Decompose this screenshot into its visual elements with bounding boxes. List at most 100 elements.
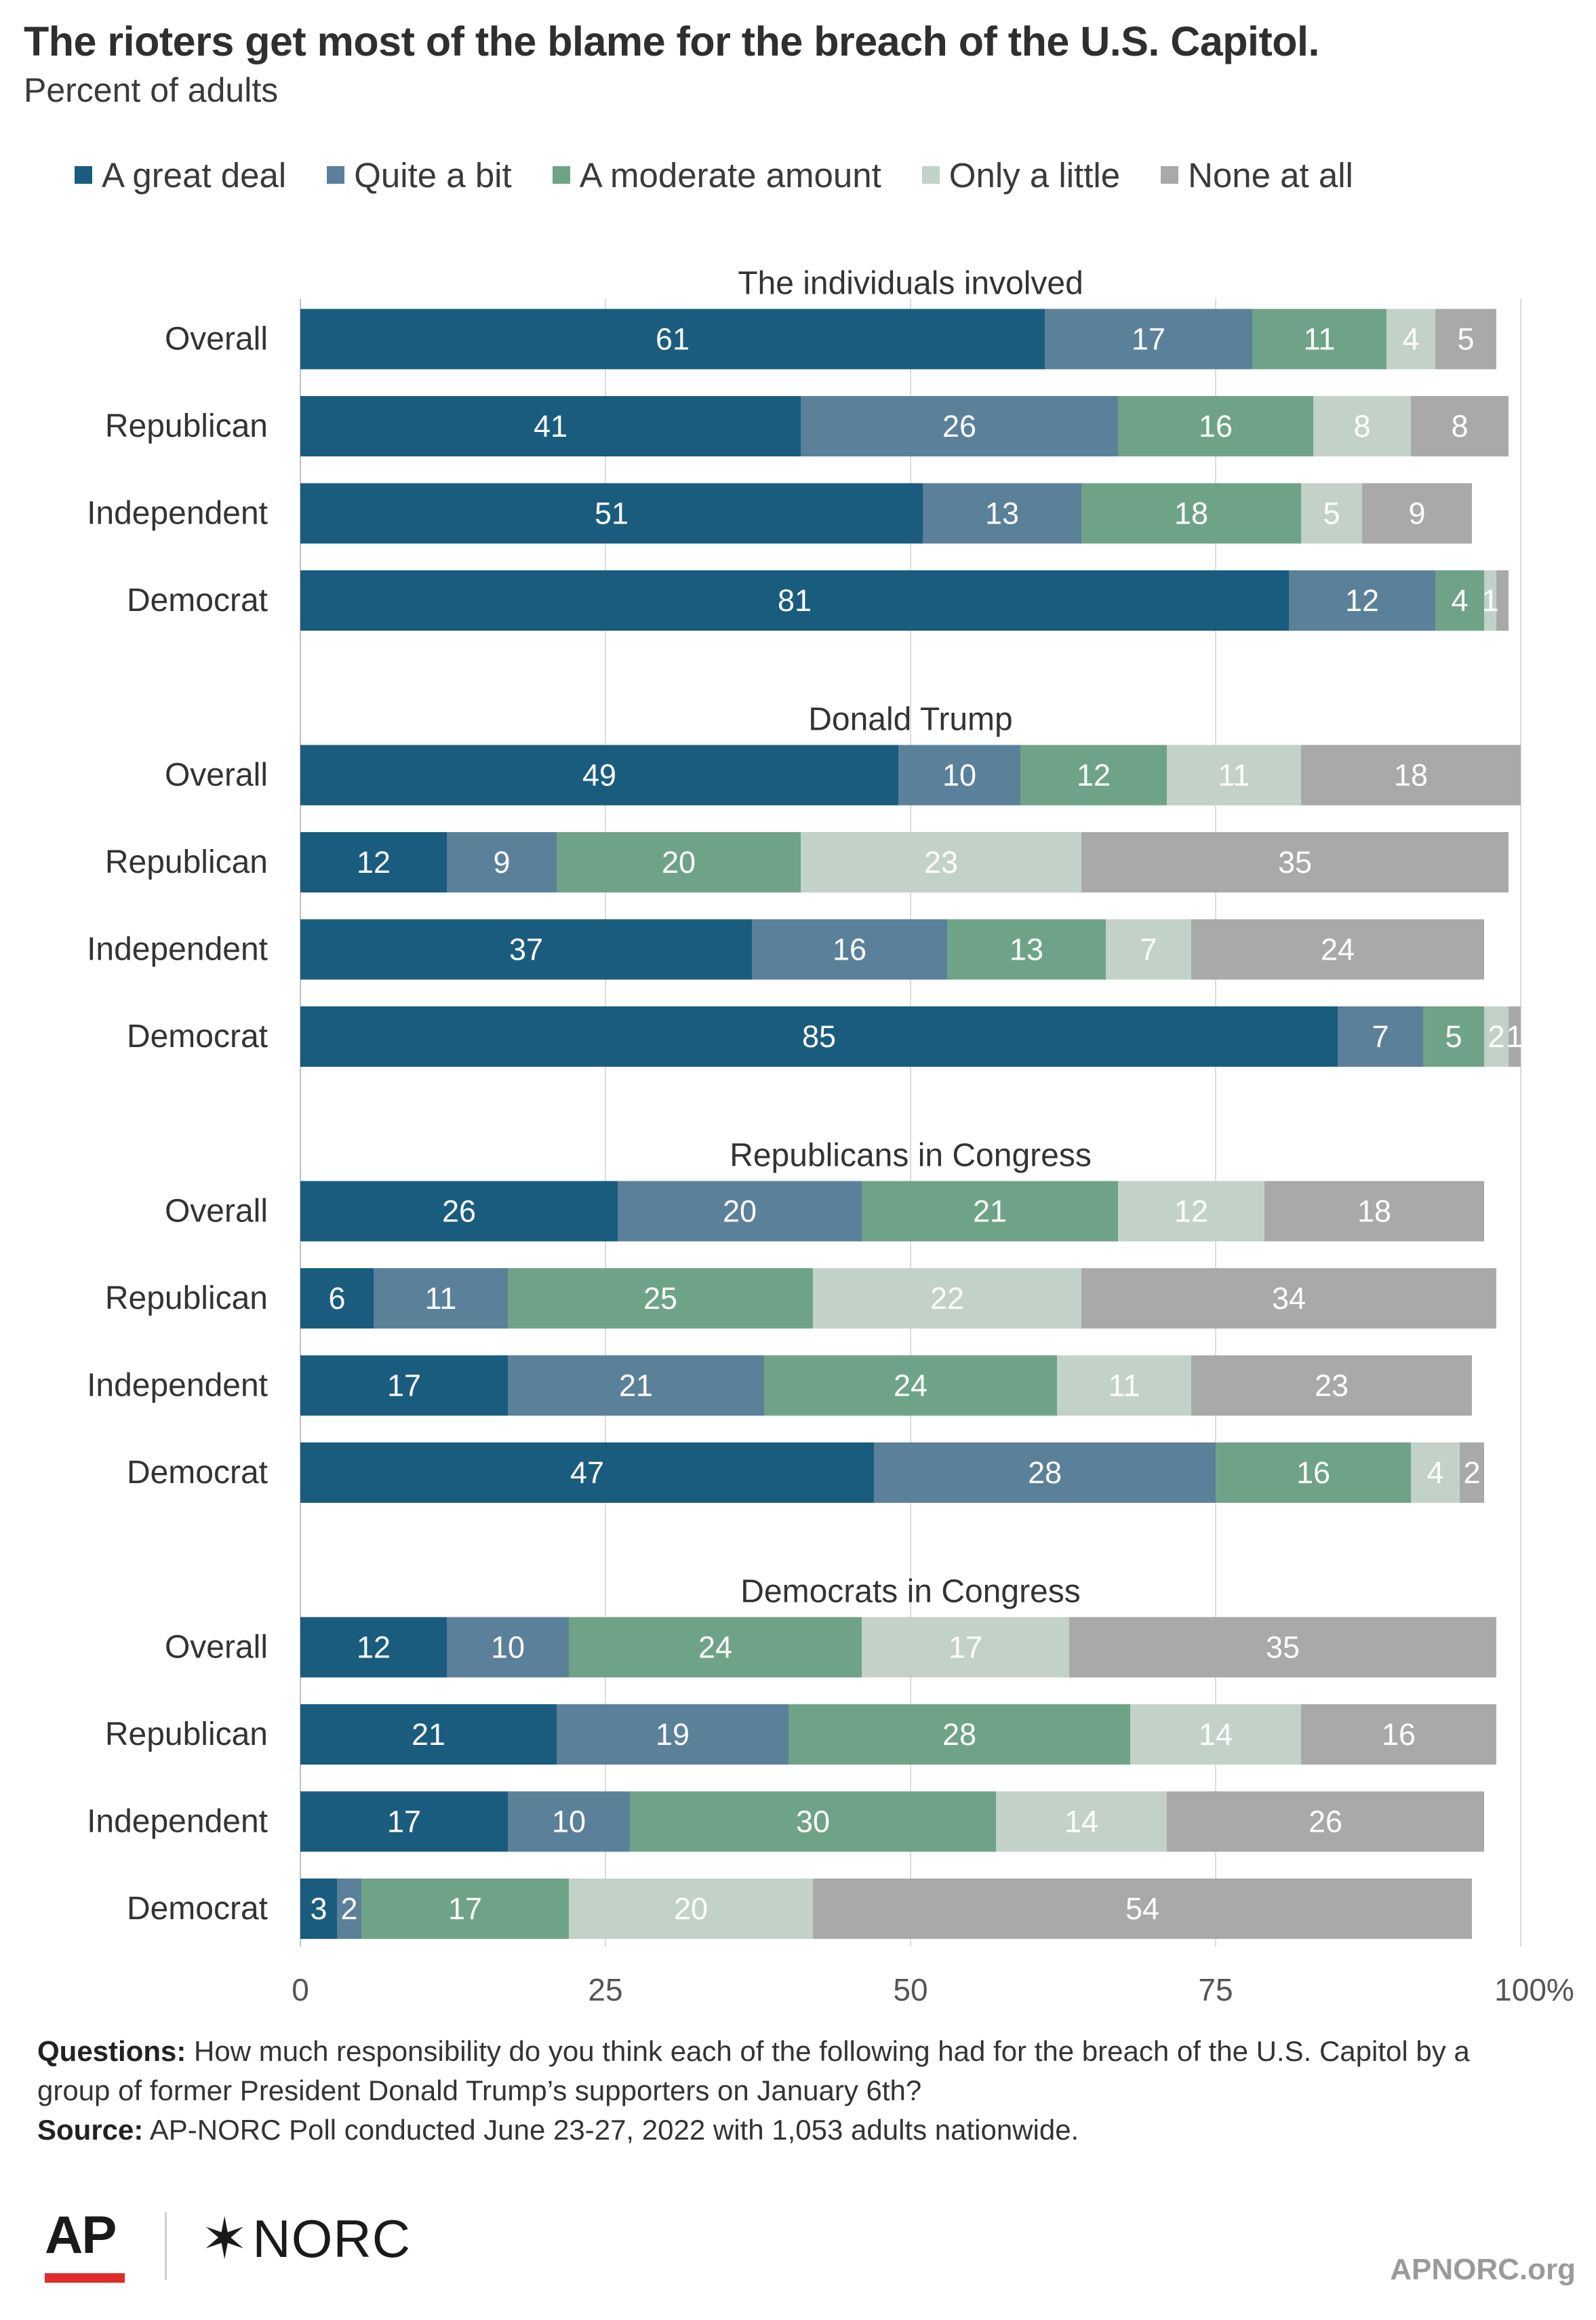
row-label: Democrat xyxy=(127,1019,268,1055)
source-note: Source: AP-NORC Poll conducted June 23-2… xyxy=(37,2110,1529,2150)
norc-logo: ✶ NORC xyxy=(201,2205,411,2272)
row-label: Overall xyxy=(165,321,268,357)
data-label: 26 xyxy=(942,409,976,444)
group-title: Donald Trump xyxy=(808,702,1012,738)
bar-segment xyxy=(447,832,557,892)
data-label: 30 xyxy=(796,1805,830,1839)
x-tick-label: 50 xyxy=(893,1972,927,2007)
legend-item: Quite a bit xyxy=(327,155,512,195)
bar-segment xyxy=(300,1355,508,1416)
data-label: 49 xyxy=(582,758,616,793)
bar-segment xyxy=(1460,1442,1484,1503)
legend-swatch xyxy=(1161,166,1179,184)
legend-swatch xyxy=(552,166,570,184)
bar-segment xyxy=(862,1617,1069,1678)
bar-segment xyxy=(300,1006,1338,1067)
bar-segment xyxy=(557,832,801,892)
group-title: Republicans in Congress xyxy=(730,1138,1092,1174)
data-label: 17 xyxy=(1132,322,1165,357)
data-label: 81 xyxy=(778,583,812,618)
data-label: 20 xyxy=(674,1891,708,1926)
bar-segment xyxy=(789,1704,1130,1765)
bar-segment xyxy=(1362,483,1472,544)
bar-segment xyxy=(1020,745,1167,806)
norc-star-icon: ✶ xyxy=(201,2207,249,2270)
row-label: Republican xyxy=(105,844,268,880)
data-label: 11 xyxy=(1218,758,1250,793)
stacked-bar-chart: 0 25 50 75 100%The individuals involvedOvera… xyxy=(87,266,1574,2008)
bar-segment xyxy=(1081,1268,1496,1329)
data-label: 51 xyxy=(595,496,629,531)
data-label: 20 xyxy=(662,845,696,880)
bar-segment xyxy=(752,919,947,980)
data-label: 17 xyxy=(949,1630,982,1665)
data-label: 61 xyxy=(656,322,690,357)
data-label: 10 xyxy=(942,758,976,793)
data-label: 4 xyxy=(1427,1455,1443,1490)
row-label: Overall xyxy=(165,1630,268,1666)
legend-item: Only a little xyxy=(921,155,1120,195)
data-label: 22 xyxy=(930,1281,964,1316)
bar-segment xyxy=(618,1181,862,1242)
data-label: 28 xyxy=(942,1717,976,1752)
bar-segment xyxy=(1411,1442,1460,1503)
data-label: 2 xyxy=(340,1891,357,1926)
data-label: 12 xyxy=(1077,758,1111,793)
row-label: Overall xyxy=(165,758,268,793)
notes: Questions: How much responsibility do yo… xyxy=(37,2032,1529,2150)
data-label: 1 xyxy=(1506,1019,1523,1054)
bar-segment xyxy=(1106,919,1191,980)
row-label: Republican xyxy=(105,1280,268,1316)
data-label: 19 xyxy=(656,1717,690,1752)
data-label: 5 xyxy=(1323,496,1340,531)
legend-item: A great deal xyxy=(75,155,286,195)
data-label: 23 xyxy=(1315,1369,1349,1403)
bar-segment xyxy=(374,1268,508,1329)
data-label: 12 xyxy=(1174,1194,1208,1229)
data-label: 24 xyxy=(698,1630,732,1665)
bar-segment xyxy=(996,1791,1167,1852)
data-label: 7 xyxy=(1372,1019,1389,1054)
bar-segment xyxy=(361,1879,569,1939)
norc-logo-text: NORC xyxy=(252,2208,412,2268)
bar-segment xyxy=(1216,1442,1411,1503)
legend-label: A great deal xyxy=(102,155,287,195)
bar-segment xyxy=(1118,396,1313,456)
bar-segment xyxy=(300,570,1289,631)
data-label: 17 xyxy=(387,1369,421,1403)
data-label: 16 xyxy=(833,932,866,967)
bar-segment xyxy=(1423,1006,1484,1067)
data-label: 10 xyxy=(491,1630,525,1665)
data-label: 18 xyxy=(1394,758,1428,793)
bar-segment xyxy=(630,1791,996,1852)
bar-segment xyxy=(447,1617,569,1678)
source-label: Source: xyxy=(37,2114,144,2146)
x-tick-label: 0 xyxy=(292,1972,309,2007)
bar-segment xyxy=(1289,570,1435,631)
data-label: 5 xyxy=(1457,322,1474,357)
site-url: APNORC.org xyxy=(1390,2253,1576,2286)
data-label: 85 xyxy=(802,1019,836,1054)
bar-segment xyxy=(1167,1791,1484,1852)
chart-subtitle: Percent of adults xyxy=(24,71,279,109)
bar-segment xyxy=(557,1704,789,1765)
data-label: 8 xyxy=(1451,409,1468,444)
data-label: 14 xyxy=(1199,1717,1233,1752)
bar-segment xyxy=(300,1617,447,1678)
row-label: Overall xyxy=(165,1194,268,1230)
bar-segment xyxy=(300,1442,874,1503)
data-label: 8 xyxy=(1353,409,1370,444)
legend-label: Quite a bit xyxy=(354,155,512,195)
data-label: 14 xyxy=(1064,1805,1098,1839)
legend: A great deal Quite a bit A moderate amount… xyxy=(75,151,1353,199)
data-label: 7 xyxy=(1140,932,1157,967)
bar-segment xyxy=(300,483,923,544)
logo-divider xyxy=(165,2212,167,2280)
bar-segment xyxy=(300,1879,337,1939)
chart-title: The rioters get most of the blame for th… xyxy=(24,18,1319,64)
data-label: 34 xyxy=(1272,1281,1306,1316)
row-label: Republican xyxy=(105,408,268,444)
data-label: 24 xyxy=(894,1369,927,1403)
bar-segment xyxy=(1057,1355,1191,1416)
data-label: 26 xyxy=(442,1194,476,1229)
